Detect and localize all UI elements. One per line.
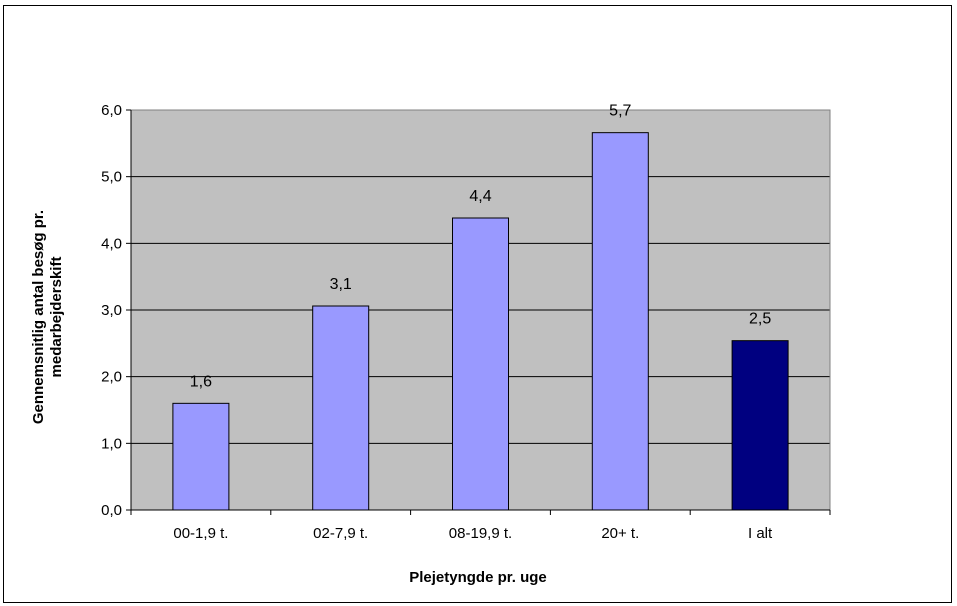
y-tick-label: 5,0 xyxy=(101,169,122,186)
y-tick-label: 3,0 xyxy=(101,302,122,319)
y-tick-label: 2,0 xyxy=(101,369,122,386)
data-label: 3,1 xyxy=(330,276,352,293)
x-tick-label: 00-1,9 t. xyxy=(173,525,228,542)
bar xyxy=(731,340,789,511)
bars xyxy=(172,132,789,511)
data-label: 4,4 xyxy=(469,188,491,205)
data-label: 2,5 xyxy=(749,311,771,328)
y-tick-label: 0,0 xyxy=(101,502,122,519)
x-tick-label: 08-19,9 t. xyxy=(449,525,512,542)
y-axis-title-line-2: medarbejderskift xyxy=(48,257,65,378)
data-label: 5,7 xyxy=(609,103,631,120)
y-axis-ticks: 0,0 1,0 2,0 3,0 4,0 5,0 6,0 xyxy=(101,102,131,519)
x-tick-label: I alt xyxy=(748,525,773,542)
bar xyxy=(591,132,649,511)
data-labels: 1,6 3,1 4,4 5,7 2,5 xyxy=(190,103,772,391)
x-tick-label: 02-7,9 t. xyxy=(313,525,368,542)
y-axis-title: Gennemsnitlig antal besøg pr. medarbejde… xyxy=(30,210,65,424)
y-tick-label: 1,0 xyxy=(101,435,122,452)
y-tick-label: 4,0 xyxy=(101,235,122,252)
x-axis-ticks: 00-1,9 t. 02-7,9 t. 08-19,9 t. 20+ t. I alt xyxy=(130,510,831,542)
y-axis-title-line-1: Gennemsnitlig antal besøg pr. xyxy=(30,210,47,424)
bar xyxy=(312,305,370,511)
bar xyxy=(172,402,230,511)
y-tick-label: 6,0 xyxy=(101,102,122,119)
x-axis-title: Plejetyngde pr. uge xyxy=(409,569,547,586)
bar xyxy=(452,217,509,511)
x-tick-label: 20+ t. xyxy=(601,525,639,542)
data-label: 1,6 xyxy=(190,373,212,390)
